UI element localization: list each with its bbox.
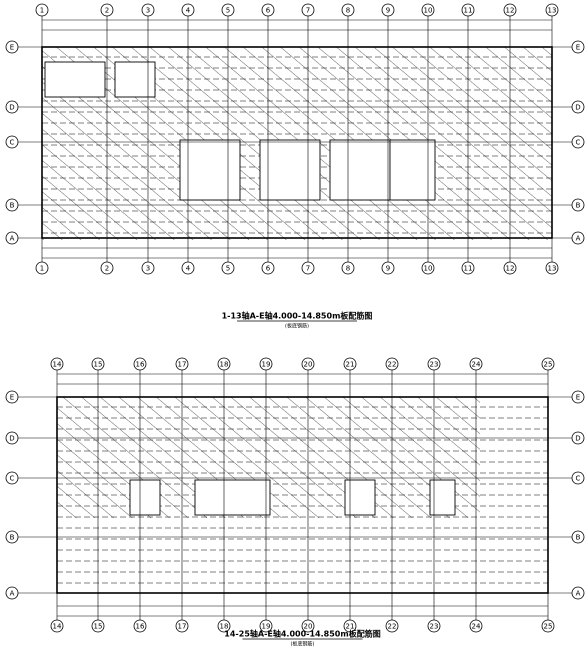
axis-label: 17: [178, 361, 187, 369]
axis-label: 7: [306, 265, 310, 273]
opening: [195, 480, 270, 515]
axis-label: 19: [262, 361, 271, 369]
axis-label: 3: [146, 7, 150, 15]
opening: [345, 480, 375, 515]
axis-label: 21: [346, 361, 355, 369]
axis-label: 11: [464, 7, 473, 15]
axis-label: 12: [506, 265, 515, 273]
axis-label: E: [10, 44, 14, 52]
axis-label: 14: [53, 361, 62, 369]
axis-label: 5: [226, 7, 230, 15]
axis-label: B: [576, 202, 581, 210]
opening: [115, 62, 155, 97]
axis-label: D: [9, 104, 14, 112]
axis-label: B: [10, 534, 15, 542]
axis-label: 16: [136, 361, 145, 369]
axis-label: B: [576, 534, 581, 542]
axis-label: 8: [346, 7, 350, 15]
opening: [330, 140, 390, 200]
axis-label: A: [10, 590, 15, 598]
axis-label: 7: [306, 7, 310, 15]
axis-label: E: [10, 394, 14, 402]
drawing-title: 1-13轴A-E轴4.000-14.850m板配筋图: [222, 311, 373, 321]
axis-label: 12: [506, 7, 515, 15]
axis-label: 6: [266, 7, 271, 15]
axis-label: 1: [40, 7, 44, 15]
axis-label: 22: [388, 623, 397, 631]
axis-label: 6: [266, 265, 271, 273]
axis-label: 24: [472, 623, 481, 631]
axis-label: 4: [186, 265, 191, 273]
axis-label: E: [576, 44, 580, 52]
axis-label: 14: [53, 623, 62, 631]
axis-label: 9: [386, 265, 390, 273]
opening: [260, 140, 320, 200]
axis-label: 24: [472, 361, 481, 369]
axis-label: 2: [105, 265, 109, 273]
axis-label: 11: [464, 265, 473, 273]
axis-label: 10: [424, 265, 433, 273]
axis-label: D: [575, 435, 580, 443]
axis-label: 15: [94, 623, 103, 631]
drawing-subtitle: (板底钢筋): [285, 323, 309, 330]
axis-label: 15: [94, 361, 103, 369]
axis-label: C: [10, 139, 15, 147]
axis-label: A: [576, 590, 581, 598]
axis-label: 9: [386, 7, 390, 15]
axis-label: 18: [220, 361, 229, 369]
drawing-subtitle: (板底钢筋): [291, 641, 315, 648]
axis-label: 13: [548, 265, 557, 273]
drawing-title: 14-25轴A-E轴4.000-14.850m板配筋图: [224, 629, 380, 639]
opening: [130, 480, 160, 515]
drawing-sheet: 1122334455667788991010111112121313EEDDCC…: [0, 0, 588, 656]
axis-label: 17: [178, 623, 187, 631]
axis-label: 13: [548, 7, 557, 15]
axis-label: 3: [146, 265, 150, 273]
axis-label: 8: [346, 265, 350, 273]
axis-label: 5: [226, 265, 230, 273]
axis-label: A: [10, 235, 15, 243]
axis-label: C: [576, 139, 581, 147]
axis-label: A: [576, 235, 581, 243]
axis-label: 25: [544, 361, 553, 369]
axis-label: 16: [136, 623, 145, 631]
axis-label: 20: [304, 361, 313, 369]
axis-label: 22: [388, 361, 397, 369]
opening: [45, 62, 105, 97]
axis-label: 25: [544, 623, 553, 631]
axis-label: B: [10, 202, 15, 210]
axis-label: 10: [424, 7, 433, 15]
axis-label: 23: [430, 623, 439, 631]
axis-label: D: [9, 435, 14, 443]
axis-label: E: [576, 394, 580, 402]
axis-label: 4: [186, 7, 191, 15]
axis-label: 23: [430, 361, 439, 369]
opening: [180, 140, 240, 200]
axis-label: C: [10, 475, 15, 483]
axis-label: C: [576, 475, 581, 483]
axis-label: 1: [40, 265, 44, 273]
axis-label: D: [575, 104, 580, 112]
axis-label: 2: [105, 7, 109, 15]
